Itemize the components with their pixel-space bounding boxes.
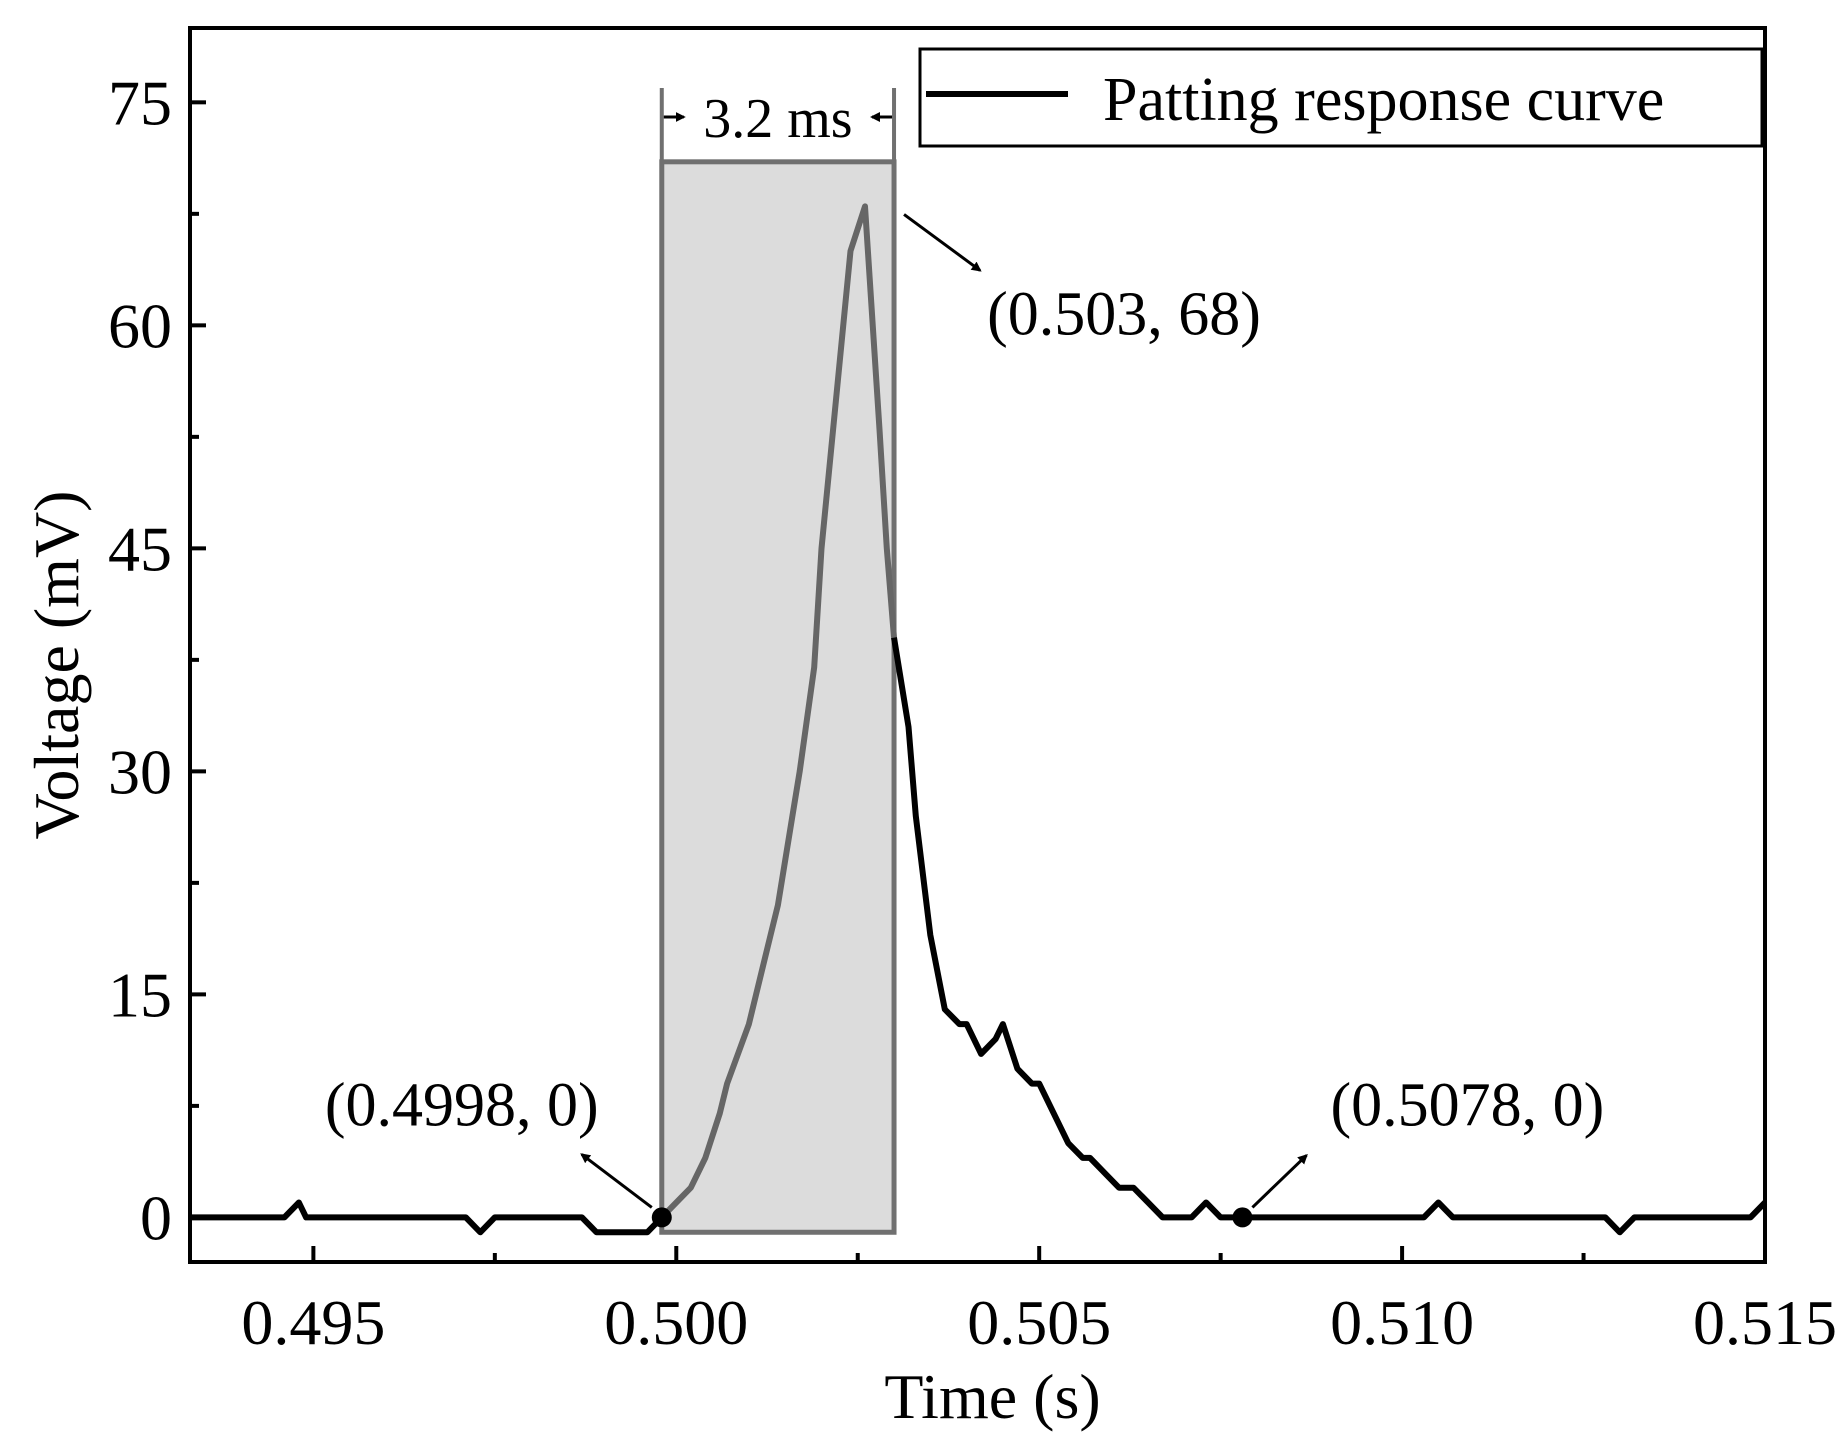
legend-box bbox=[918, 47, 1764, 148]
plot-frame bbox=[188, 26, 1767, 1264]
y-tick-label: 30 bbox=[108, 736, 172, 807]
y-tick-label: 60 bbox=[108, 290, 172, 361]
x-axis-title: Time (s) bbox=[884, 1361, 1100, 1432]
x-tick-label: 0.500 bbox=[604, 1287, 748, 1358]
series-line-rise bbox=[659, 203, 897, 1220]
x-tick-label: 0.515 bbox=[1693, 1287, 1837, 1358]
y-tick-label: 45 bbox=[108, 513, 172, 584]
y-tick-label: 15 bbox=[108, 959, 172, 1030]
legend-label: Patting response curve bbox=[1103, 66, 1664, 134]
rise-time-highlight bbox=[659, 159, 897, 1235]
x-tick-label: 0.510 bbox=[1330, 1287, 1474, 1358]
annotation-point-end bbox=[1232, 1207, 1253, 1228]
y-tick-label: 75 bbox=[108, 67, 172, 138]
annotations: (0.4998, 0) (0.503, 68) (0.5078, 0) bbox=[325, 213, 1605, 1209]
x-tick-label: 0.505 bbox=[967, 1287, 1111, 1358]
annotation-arrow-peak bbox=[903, 213, 982, 272]
series-line-baseline-before bbox=[190, 1199, 664, 1236]
annotation-peak-label: (0.503, 68) bbox=[987, 280, 1261, 348]
marker-group bbox=[651, 1207, 1253, 1228]
annotation-arrow-end bbox=[1251, 1154, 1308, 1209]
y-axis-title: Voltage (mV) bbox=[21, 491, 92, 840]
annotation-point-start bbox=[651, 1207, 672, 1228]
series-group bbox=[190, 203, 1768, 1236]
duration-bracket: 3.2 ms bbox=[659, 88, 897, 162]
x-axis-ticks: 0.495 0.500 0.505 0.510 0.515 bbox=[241, 1246, 1837, 1358]
y-tick-label: 0 bbox=[140, 1182, 172, 1253]
x-tick-label: 0.495 bbox=[241, 1287, 385, 1358]
annotation-end-label: (0.5078, 0) bbox=[1331, 1071, 1605, 1139]
y-axis-ticks: 0 15 30 45 60 75 bbox=[108, 67, 206, 1253]
legend: Patting response curve bbox=[918, 47, 1764, 148]
duration-label: 3.2 ms bbox=[703, 88, 852, 150]
annotation-arrow-start bbox=[580, 1153, 653, 1209]
annotation-start-label: (0.4998, 0) bbox=[325, 1071, 599, 1139]
series-line-decay bbox=[891, 637, 1768, 1236]
